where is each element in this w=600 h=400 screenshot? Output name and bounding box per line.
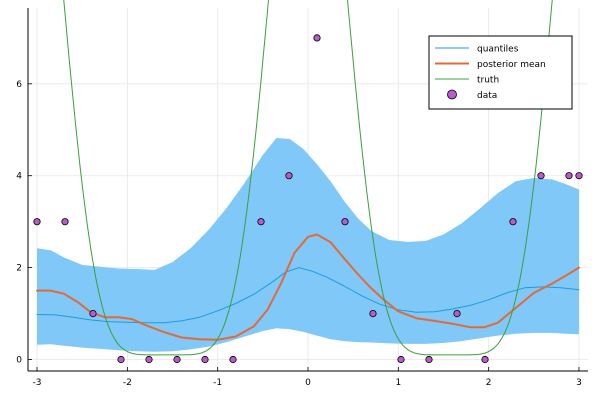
legend-label: truth [477,76,499,86]
axes: -3 -2 -1 0 1 2 3 0 2 4 6 [16,8,588,388]
posterior-mean-line [36,233,580,341]
legend-label: data [477,91,497,101]
x-tick-label: 0 [305,378,311,388]
quantile-band [37,138,579,352]
x-tick-label: 1 [395,378,401,388]
data-point [229,355,237,364]
y-tick-label: 6 [16,80,22,90]
data-point [575,172,583,180]
data-point [481,355,489,364]
data-point [257,218,265,226]
data-point [145,355,153,364]
data-point [89,309,97,318]
data-point [313,34,321,42]
plot-area [33,0,583,364]
data-point [285,172,293,180]
quantiles-line [36,267,580,324]
y-tick-label: 0 [16,356,22,366]
data-point [453,309,461,318]
legend: quantiles posterior mean truth data [428,35,573,110]
data-point [341,218,349,226]
data-point [117,355,125,364]
data-point [565,172,573,180]
legend-label: quantiles [477,45,519,55]
data-point [201,355,209,364]
truth-line [63,0,553,356]
x-tick-label: 3 [576,378,582,388]
data-point [537,172,545,180]
data-point [61,218,69,226]
x-tick-label: -3 [33,378,42,388]
y-tick-label: 4 [16,172,22,182]
legend-swatch [447,89,457,100]
data-point [425,355,433,364]
y-tick-label: 2 [16,264,22,274]
legend-label: posterior mean [477,60,546,70]
x-tick-label: -1 [213,378,222,388]
data-point [369,309,377,318]
data-point [397,355,405,364]
data-point [33,218,41,226]
x-tick-label: 2 [486,378,492,388]
data-point [173,355,181,364]
data-point [509,218,517,226]
x-tick-label: -2 [123,378,132,388]
